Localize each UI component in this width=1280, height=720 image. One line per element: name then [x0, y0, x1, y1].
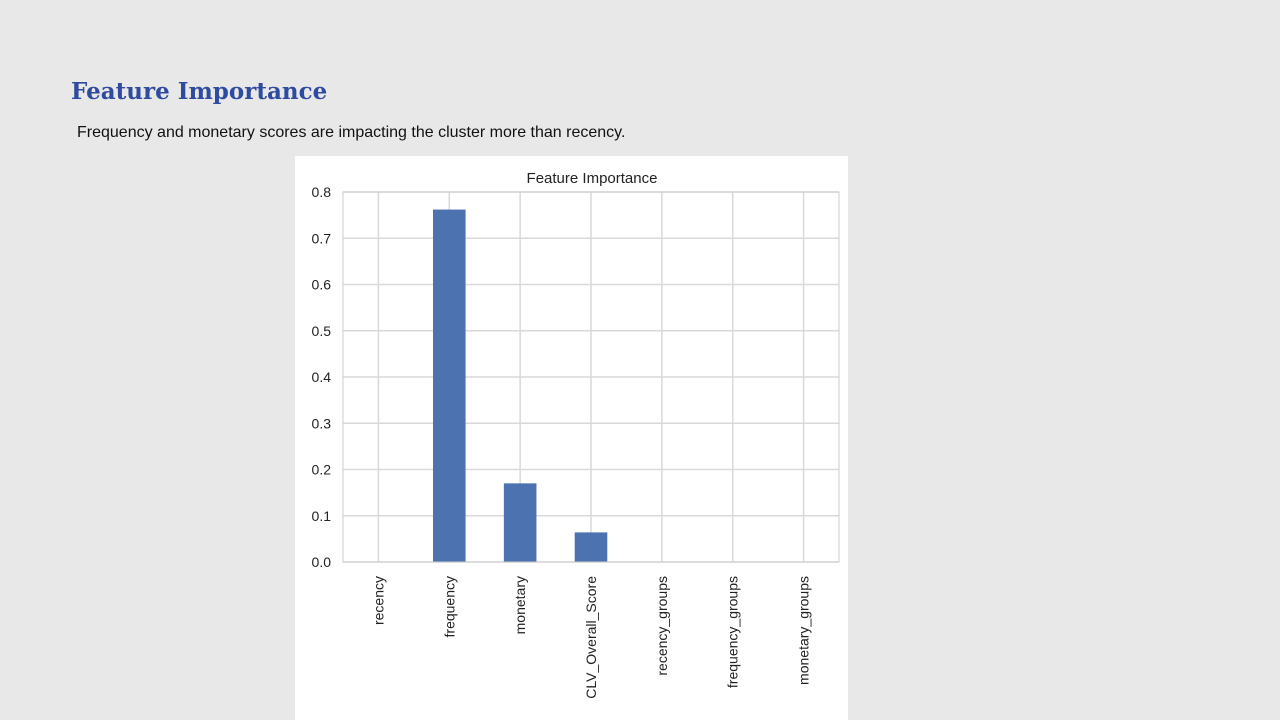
y-axis-ticks: 0.0 0.1 0.2 0.3 0.4 0.5 0.6 0.7 0.8	[312, 184, 332, 570]
slide-title: Feature Importance	[71, 78, 328, 105]
x-tick-label: frequency	[441, 576, 457, 637]
bar-monetary	[503, 483, 537, 562]
x-axis-ticks: recency frequency monetary CLV_Overall_Scor…	[370, 576, 811, 699]
x-tick-label: recency	[370, 576, 386, 625]
y-tick-label: 0.7	[312, 230, 332, 246]
y-tick-label: 0.8	[312, 184, 332, 200]
y-tick-label: 0.4	[312, 369, 332, 385]
slide-subtitle: Frequency and monetary scores are impact…	[77, 124, 626, 141]
feature-importance-chart: Feature Importance 0.0 0.1 0.2 0.3 0.4 0.5 0.6…	[295, 156, 848, 720]
y-tick-label: 0.5	[312, 323, 332, 339]
y-tick-label: 0.2	[312, 462, 332, 478]
x-tick-label: monetary_groups	[796, 576, 812, 685]
bar-CLV_Overall_Score	[574, 532, 608, 562]
grid-layer	[343, 191, 839, 563]
y-tick-label: 0.6	[312, 277, 332, 293]
x-tick-label: CLV_Overall_Score	[583, 576, 599, 699]
chart-title: Feature Importance	[527, 170, 658, 187]
bar-chart-svg: Feature Importance 0.0 0.1 0.2 0.3 0.4 0.5 0.6…	[312, 170, 840, 699]
x-tick-label: recency_groups	[654, 576, 670, 676]
x-tick-label: frequency_groups	[725, 576, 741, 688]
y-tick-label: 0.1	[312, 508, 332, 524]
bars-layer	[432, 209, 608, 562]
bar-frequency	[432, 209, 466, 562]
y-tick-label: 0.3	[312, 415, 332, 431]
y-tick-label: 0.0	[312, 554, 332, 570]
x-tick-label: monetary	[512, 576, 528, 634]
plot-frame	[342, 191, 840, 563]
